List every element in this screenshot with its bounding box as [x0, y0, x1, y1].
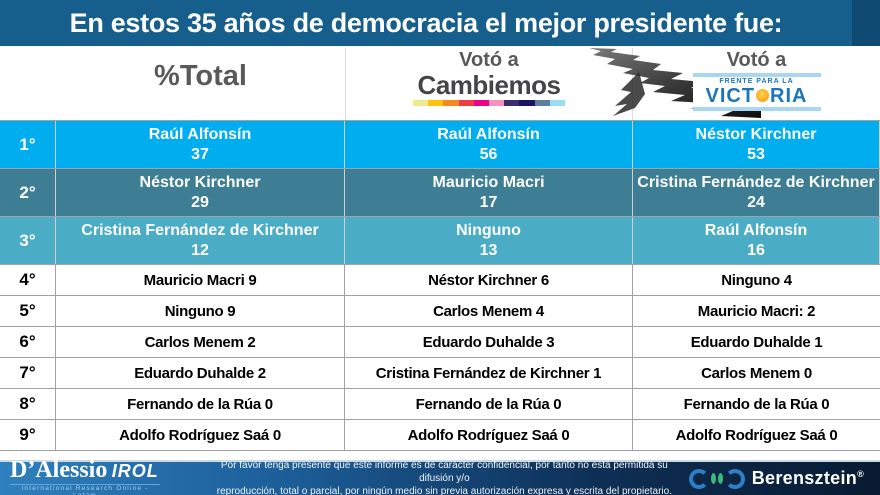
- dalessio-tagline: International Research Online - Latam: [10, 484, 160, 495]
- table-row-1: 1° Raúl Alfonsín 37 Raúl Alfonsín 56 Nésto…: [0, 121, 880, 169]
- cell-victoria: Raúl Alfonsín 16: [633, 217, 880, 264]
- table-row-9: 9° Adolfo Rodríguez Saá 0 Adolfo Rodrígu…: [0, 420, 880, 451]
- slide-title: En estos 35 años de democracia el mejor …: [69, 8, 783, 38]
- cell-cambiemos: Carlos Menem 4: [345, 296, 633, 326]
- table-row-4: 4° Mauricio Macri 9 Néstor Kirchner 6 Ni…: [0, 265, 880, 296]
- frente-para-la-victoria-logo: FRENTE PARA LA VICT RIA: [692, 73, 821, 111]
- rank-cell: 3°: [0, 217, 56, 264]
- cell-victoria: Fernando de la Rúa 0: [683, 395, 830, 413]
- cell-victoria: Carlos Menem 0: [701, 364, 812, 382]
- footer-bar: D’Alessio IROL International Research On…: [0, 458, 880, 495]
- cell-total: Ninguno 9: [56, 296, 345, 326]
- irol-wordmark: IROL: [111, 461, 159, 481]
- voto-a-label: Votó a: [459, 49, 519, 71]
- results-table: 1° Raúl Alfonsín 37 Raúl Alfonsín 56 Nésto…: [0, 120, 880, 451]
- column-headers: %Total Votó a Cambiemos Votó a FRENTE PA…: [0, 46, 880, 120]
- rank-cell: 1°: [0, 121, 56, 168]
- fpv-vict: VICT: [705, 85, 756, 107]
- cell-victoria: Cristina Fernández de Kirchner 24: [633, 169, 880, 216]
- berensztein-c-ring: [688, 468, 709, 489]
- rank-cell: 8°: [0, 389, 56, 419]
- cell-cambiemos: Adolfo Rodríguez Saá 0: [345, 420, 633, 450]
- rank-cell: 6°: [0, 327, 56, 357]
- cell-victoria: Néstor Kirchner 53: [633, 121, 880, 168]
- fpv-logo-main-text: VICT RIA: [693, 86, 821, 107]
- cell-cambiemos: Néstor Kirchner 6: [345, 265, 633, 295]
- confidentiality-disclaimer: Por favor tenga presente que este inform…: [200, 459, 689, 495]
- fpv-logo-top-text: FRENTE PARA LA: [719, 78, 794, 85]
- cell-victoria: Mauricio Macri: 2: [697, 302, 816, 320]
- registered-mark: ®: [857, 469, 864, 479]
- column-header-cambiemos: Votó a Cambiemos: [345, 48, 633, 106]
- cell-victoria: Ninguno 4: [721, 271, 792, 289]
- cambiemos-wordmark: Cambiemos: [417, 70, 561, 100]
- berensztein-dot: [710, 473, 716, 484]
- table-row-6: 6° Carlos Menem 2 Eduardo Duhalde 3 Edua…: [0, 327, 880, 358]
- berensztein-logo: Berensztein®: [688, 468, 880, 489]
- cell-cambiemos: Mauricio Macri 17: [345, 169, 633, 216]
- table-row-8: 8° Fernando de la Rúa 0 Fernando de la R…: [0, 389, 880, 420]
- table-row-7: 7° Eduardo Duhalde 2 Cristina Fernández …: [0, 358, 880, 389]
- disclaimer-line-2: reproducción, total o parcial, por ningú…: [216, 486, 672, 495]
- disclaimer-line-1: Por favor tenga presente que este inform…: [220, 460, 668, 484]
- table-row-2: 2° Néstor Kirchner 29 Mauricio Macri 17 Cr…: [0, 169, 880, 217]
- column-header-victoria: Votó a FRENTE PARA LA VICT RIA: [633, 48, 880, 111]
- fpv-ria: RIA: [770, 85, 808, 107]
- cell-cambiemos: Ninguno 13: [345, 217, 633, 264]
- table-row-3: 3° Cristina Fernández de Kirchner 12 Ning…: [0, 217, 880, 265]
- berensztein-dot: [717, 473, 723, 484]
- cell-cambiemos: Cristina Fernández de Kirchner 1: [345, 358, 633, 388]
- fpv-flag-bar: [692, 107, 821, 111]
- voto-a-label: Votó a: [726, 49, 787, 71]
- rank-cell: 4°: [0, 265, 56, 295]
- cell-total: Mauricio Macri 9: [56, 265, 345, 295]
- sun-icon: [756, 89, 770, 102]
- title-bar: En estos 35 años de democracia el mejor …: [0, 0, 880, 46]
- rank-cell: 9°: [0, 420, 56, 450]
- cell-victoria: Eduardo Duhalde 1: [690, 333, 823, 351]
- cell-total: Cristina Fernández de Kirchner 12: [56, 217, 345, 264]
- rank-cell: 2°: [0, 169, 56, 216]
- cell-cambiemos: Raúl Alfonsín 56: [345, 121, 633, 168]
- cell-cambiemos: Fernando de la Rúa 0: [345, 389, 633, 419]
- cell-cambiemos: Eduardo Duhalde 3: [345, 327, 633, 357]
- cell-total: Néstor Kirchner 29: [56, 169, 345, 216]
- dalessio-wordmark: D’Alessio: [10, 457, 108, 483]
- cell-total: Fernando de la Rúa 0: [56, 389, 345, 419]
- berensztein-icon: [688, 468, 745, 489]
- cell-total: Raúl Alfonsín 37: [56, 121, 345, 168]
- cell-total: Carlos Menem 2: [56, 327, 345, 357]
- column-header-total: %Total: [154, 60, 247, 92]
- fpv-flag-bar: [692, 73, 821, 77]
- title-bar-dark-edge: [852, 0, 880, 46]
- table-row-5: 5° Ninguno 9 Carlos Menem 4 Mauricio Mac…: [0, 296, 880, 327]
- rank-cell: 7°: [0, 358, 56, 388]
- cambiemos-rainbow-underline: [413, 100, 566, 106]
- rank-cell: 5°: [0, 296, 56, 326]
- dalessio-irol-logo: D’Alessio IROL International Research On…: [0, 458, 200, 495]
- berensztein-wordmark: Berensztein®: [751, 468, 864, 488]
- header-divider: [345, 48, 346, 120]
- cell-total: Adolfo Rodríguez Saá 0: [56, 420, 345, 450]
- cell-victoria: Adolfo Rodríguez Saá 0: [675, 426, 838, 444]
- cell-total: Eduardo Duhalde 2: [56, 358, 345, 388]
- berensztein-d-ring: [724, 468, 745, 489]
